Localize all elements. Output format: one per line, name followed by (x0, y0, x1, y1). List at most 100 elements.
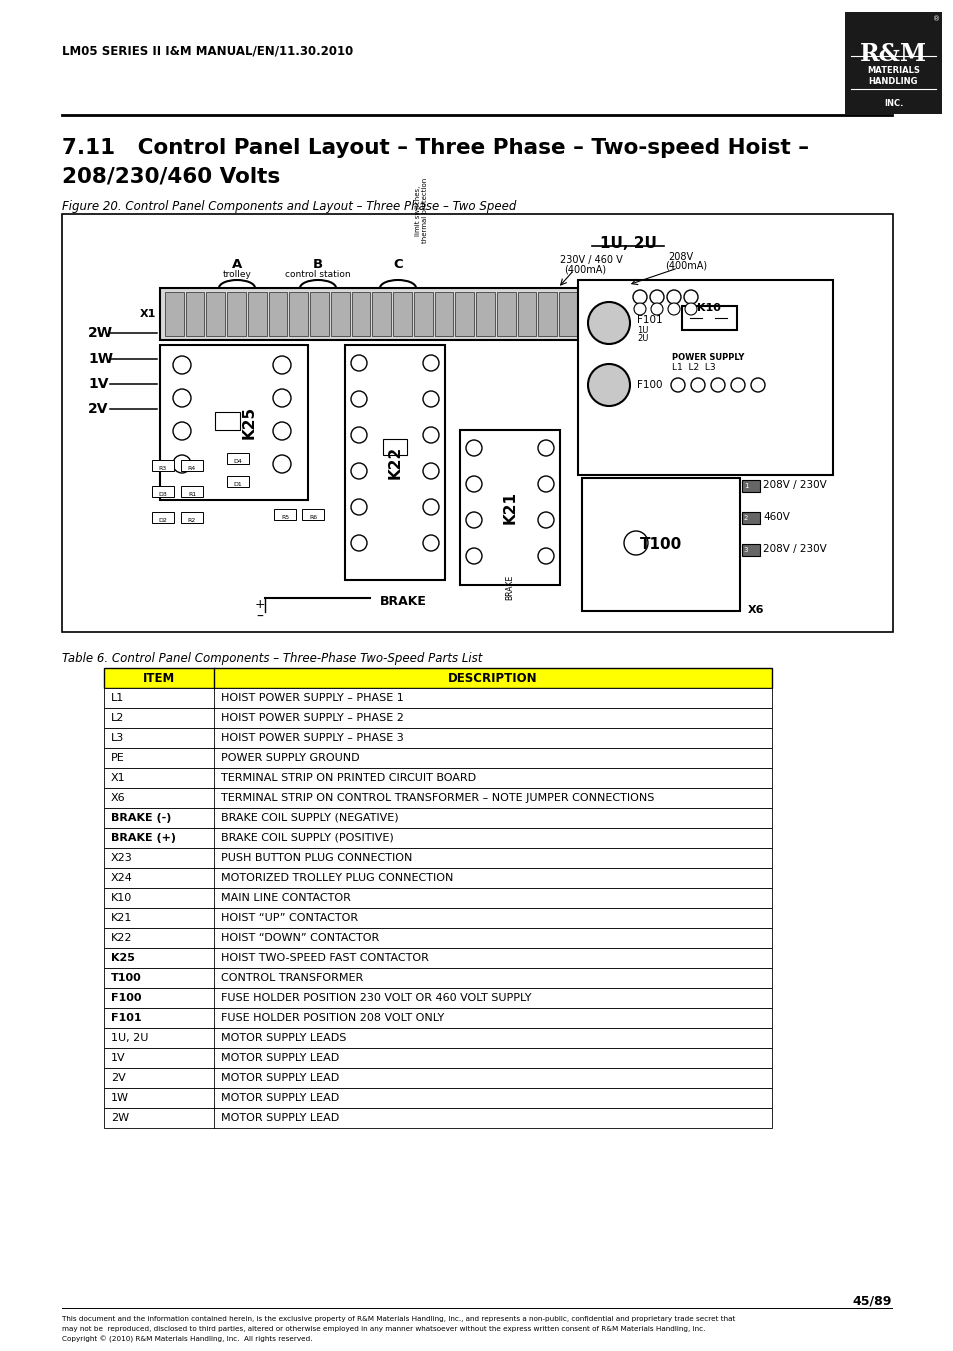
Text: 460V: 460V (762, 512, 789, 521)
Bar (104, 1088, 771, 1108)
Bar (165, 292, 184, 336)
Circle shape (351, 427, 367, 443)
Bar (476, 292, 495, 336)
Text: limit switches,
thermal protection: limit switches, thermal protection (416, 178, 428, 243)
Text: LM05 SERIES II I&M MANUAL/EN/11.30.2010: LM05 SERIES II I&M MANUAL/EN/11.30.2010 (62, 45, 353, 58)
Bar (844, 12, 941, 113)
Text: 1V: 1V (88, 377, 109, 390)
Text: 3: 3 (743, 547, 747, 553)
Text: BRAKE: BRAKE (505, 576, 514, 600)
Bar (331, 292, 350, 336)
Bar (104, 1108, 771, 1128)
Circle shape (537, 549, 554, 563)
Circle shape (710, 378, 724, 392)
Bar (104, 1069, 771, 1088)
Circle shape (587, 303, 629, 345)
Text: TERMINAL STRIP ON PRINTED CIRCUIT BOARD: TERMINAL STRIP ON PRINTED CIRCUIT BOARD (221, 773, 476, 784)
Bar (104, 788, 771, 808)
Circle shape (351, 355, 367, 372)
Bar (160, 345, 308, 500)
Text: MATERIALS: MATERIALS (866, 66, 919, 76)
Bar (741, 480, 760, 492)
Circle shape (465, 440, 481, 457)
Text: X1: X1 (139, 309, 156, 319)
Circle shape (422, 427, 438, 443)
Bar (558, 292, 578, 336)
Text: K22: K22 (387, 446, 402, 480)
Bar (104, 948, 771, 969)
Circle shape (273, 357, 291, 374)
Text: HOIST POWER SUPPLY – PHASE 3: HOIST POWER SUPPLY – PHASE 3 (221, 734, 403, 743)
Bar (581, 478, 740, 611)
Text: MAIN LINE CONTACTOR: MAIN LINE CONTACTOR (221, 893, 351, 902)
Circle shape (273, 422, 291, 440)
Text: T100: T100 (111, 973, 142, 984)
Bar (104, 667, 771, 688)
Text: A: A (232, 258, 242, 272)
Circle shape (422, 535, 438, 551)
Bar (206, 292, 225, 336)
Text: K21: K21 (502, 490, 517, 524)
Bar (227, 292, 246, 336)
Bar (537, 292, 557, 336)
Text: MOTOR SUPPLY LEAD: MOTOR SUPPLY LEAD (221, 1073, 339, 1084)
Text: TERMINAL STRIP ON CONTROL TRANSFORMER – NOTE JUMPER CONNECTIONS: TERMINAL STRIP ON CONTROL TRANSFORMER – … (221, 793, 654, 802)
Text: PUSH BUTTON PLUG CONNECTION: PUSH BUTTON PLUG CONNECTION (221, 852, 412, 863)
Circle shape (172, 422, 191, 440)
Circle shape (422, 390, 438, 407)
Text: T100: T100 (639, 536, 681, 553)
Circle shape (667, 303, 679, 315)
Text: L1: L1 (111, 693, 124, 703)
Circle shape (465, 549, 481, 563)
Text: FUSE HOLDER POSITION 208 VOLT ONLY: FUSE HOLDER POSITION 208 VOLT ONLY (221, 1013, 444, 1023)
Circle shape (273, 455, 291, 473)
Bar (104, 988, 771, 1008)
Circle shape (650, 303, 662, 315)
Circle shape (351, 535, 367, 551)
Text: MOTOR SUPPLY LEADS: MOTOR SUPPLY LEADS (221, 1034, 346, 1043)
Circle shape (422, 355, 438, 372)
Circle shape (670, 378, 684, 392)
Circle shape (730, 378, 744, 392)
Text: This document and the information contained herein, is the exclusive property of: This document and the information contai… (62, 1316, 735, 1323)
Text: HOIST “UP” CONTACTOR: HOIST “UP” CONTACTOR (221, 913, 357, 923)
Circle shape (634, 303, 645, 315)
Bar (248, 292, 267, 336)
Bar (104, 848, 771, 867)
Bar (104, 1028, 771, 1048)
Bar (181, 486, 203, 497)
Bar (455, 292, 474, 336)
Text: D4: D4 (233, 459, 242, 463)
Text: may not be  reproduced, disclosed to third parties, altered or otherwise employe: may not be reproduced, disclosed to thir… (62, 1325, 704, 1332)
Bar (104, 828, 771, 848)
Circle shape (750, 378, 764, 392)
Bar (104, 1048, 771, 1069)
Bar (393, 292, 412, 336)
Text: 1U, 2U: 1U, 2U (598, 236, 656, 251)
Text: R2: R2 (188, 517, 196, 523)
Text: 2V: 2V (111, 1073, 126, 1084)
Text: 2U: 2U (637, 334, 648, 343)
Text: HOIST TWO-SPEED FAST CONTACTOR: HOIST TWO-SPEED FAST CONTACTOR (221, 952, 429, 963)
Text: ®: ® (932, 16, 939, 22)
Text: DESCRIPTION: DESCRIPTION (448, 671, 537, 685)
Text: MOTOR SUPPLY LEAD: MOTOR SUPPLY LEAD (221, 1113, 339, 1123)
Text: HOIST POWER SUPPLY – PHASE 2: HOIST POWER SUPPLY – PHASE 2 (221, 713, 403, 723)
Bar (62, 213, 892, 632)
Bar (352, 292, 370, 336)
Circle shape (633, 290, 646, 304)
Text: 1: 1 (743, 484, 747, 489)
Bar (152, 486, 173, 497)
Text: X1: X1 (111, 773, 126, 784)
Bar (345, 345, 444, 580)
Text: POWER SUPPLY: POWER SUPPLY (671, 353, 743, 362)
Circle shape (537, 476, 554, 492)
Text: K22: K22 (111, 934, 132, 943)
Text: control station: control station (285, 270, 351, 280)
Bar (104, 908, 771, 928)
Text: MOTOR SUPPLY LEAD: MOTOR SUPPLY LEAD (221, 1052, 339, 1063)
Text: R6: R6 (309, 515, 316, 520)
Circle shape (587, 363, 629, 407)
Bar (414, 292, 433, 336)
Text: K25: K25 (241, 405, 256, 439)
